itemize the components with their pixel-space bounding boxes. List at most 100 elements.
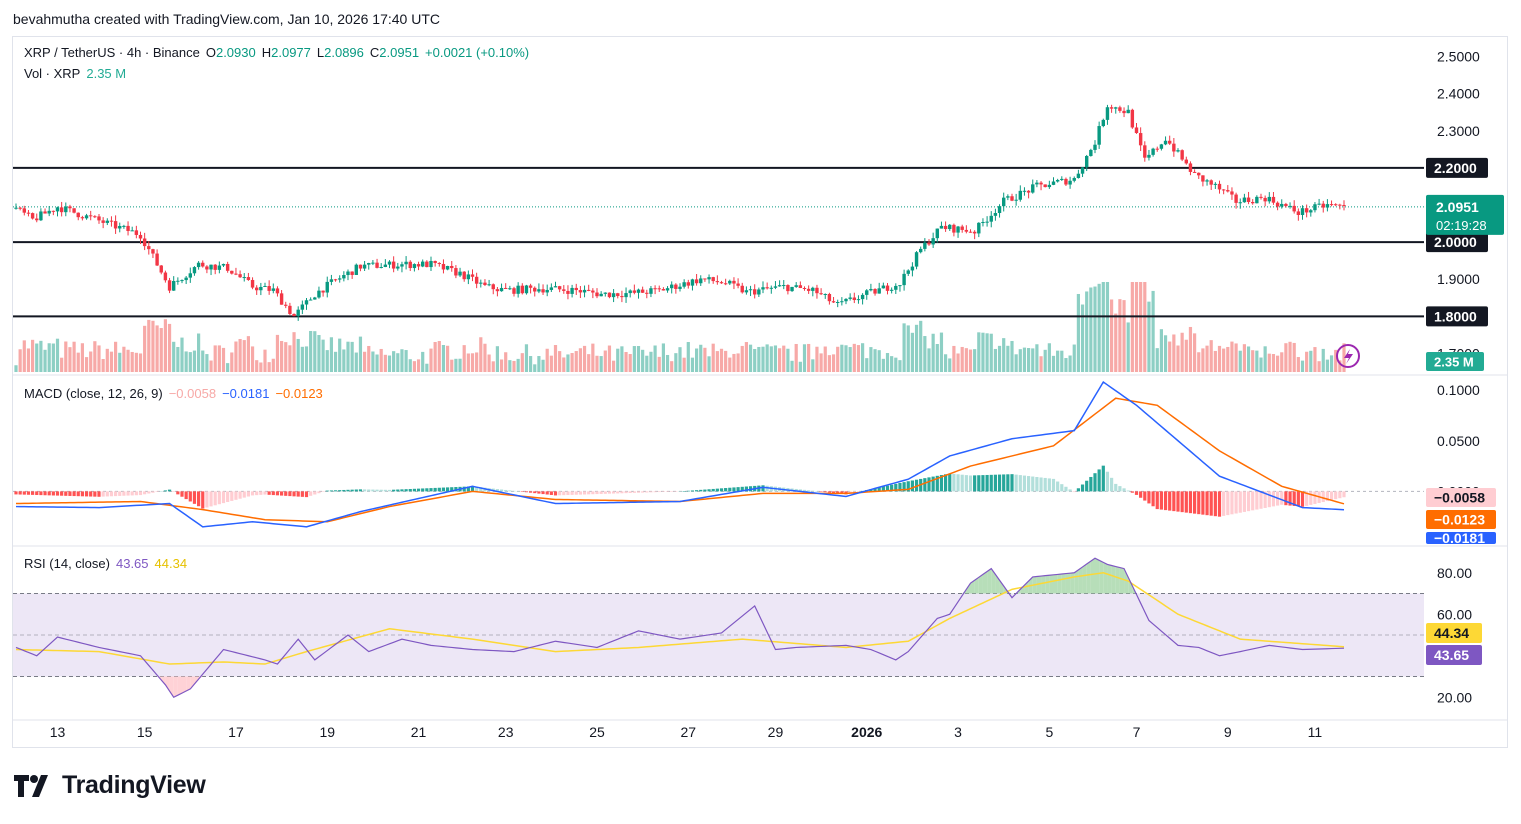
candle-body <box>1130 109 1135 128</box>
volume-bar <box>1234 343 1238 372</box>
macd-histogram-bar <box>1039 477 1043 492</box>
macd-histogram-bar <box>238 491 242 499</box>
candle-body <box>653 288 657 290</box>
macd-histogram-bar <box>736 487 740 492</box>
candle-body <box>1263 197 1267 202</box>
macd-histogram-bar <box>167 489 172 492</box>
tradingview-logo[interactable]: TradingView <box>14 771 206 800</box>
volume-bar <box>1238 350 1242 372</box>
macd-histogram-bar <box>72 491 76 497</box>
volume-bar <box>570 353 574 372</box>
macd-histogram-bar <box>877 487 881 492</box>
volume-bar <box>628 354 632 372</box>
volume-bar <box>375 354 379 372</box>
macd-histogram-bar <box>682 491 686 492</box>
volume-bar <box>537 356 541 372</box>
candle-body <box>479 282 483 284</box>
candle-body <box>72 208 76 213</box>
candle-body <box>840 301 844 303</box>
candle-body <box>898 285 902 287</box>
macd-histogram-bar <box>367 489 371 492</box>
candle-body <box>408 261 412 269</box>
macd-histogram-bar <box>184 491 188 500</box>
macd-histogram-bar <box>118 491 122 496</box>
rsi-overbought-fill <box>1045 575 1050 594</box>
candle-body <box>217 265 222 270</box>
volume-bar <box>483 343 487 372</box>
candle-body <box>1238 202 1242 204</box>
macd-histogram-bar <box>1051 478 1056 492</box>
macd-histogram-bar <box>628 491 632 493</box>
candle-body <box>831 301 836 303</box>
macd-histogram-bar <box>794 488 798 492</box>
volume-bar <box>271 358 275 372</box>
macd-histogram-bar <box>89 491 93 497</box>
candle-body <box>877 288 881 294</box>
candle-body <box>192 267 197 274</box>
macd-histogram-bar <box>1031 476 1035 492</box>
volume-bar <box>1251 350 1255 372</box>
candle-body <box>1159 144 1164 149</box>
macd-histogram-bar <box>956 474 960 492</box>
volume-bar <box>437 341 441 372</box>
candle-body <box>255 287 259 291</box>
macd-histogram-bar <box>1338 491 1342 499</box>
rsi-overbought-fill <box>1036 576 1042 594</box>
volume-bar <box>616 348 620 372</box>
candle-body <box>346 271 350 276</box>
volume-bar <box>263 349 267 372</box>
macd-histogram-bar <box>719 488 724 492</box>
volume-bar <box>910 332 914 372</box>
volume-bar <box>1018 349 1022 372</box>
volume-bar <box>1172 334 1176 372</box>
lightning-icon-glyph <box>1344 349 1353 364</box>
macd-histogram-bar <box>1072 491 1076 493</box>
macd-histogram-bar <box>93 491 97 497</box>
volume-badge-bg <box>1426 352 1484 371</box>
rsi-overbought-fill <box>1119 567 1125 594</box>
volume-bar <box>1139 282 1143 372</box>
candle-body <box>1022 190 1027 192</box>
candle-body <box>848 297 852 299</box>
rsi-label[interactable]: RSI (14, close) <box>24 556 110 571</box>
volume-bar <box>1209 340 1213 372</box>
volume-bar <box>1230 341 1234 372</box>
volume-bar <box>1060 350 1064 372</box>
macd-histogram-bar <box>1263 491 1267 508</box>
macd-label[interactable]: MACD (close, 12, 26, 9) <box>24 386 163 401</box>
candle-body <box>433 260 437 263</box>
candle-body <box>873 288 877 294</box>
volume-bar <box>105 348 109 372</box>
volume-bar <box>973 349 977 372</box>
candle-body <box>844 298 848 302</box>
volume-bar <box>657 356 661 372</box>
candle-body <box>487 284 491 286</box>
candle-body <box>1060 178 1064 181</box>
candle-body <box>744 290 749 293</box>
macd-histogram-bar <box>1226 491 1230 516</box>
volume-bar <box>1110 299 1114 372</box>
candle-body <box>794 285 798 287</box>
volume-bar <box>1213 350 1217 372</box>
candle-body <box>167 280 172 291</box>
macd-histogram-bar <box>147 491 151 494</box>
macd-histogram-bar <box>1114 483 1118 492</box>
volume-bar <box>790 360 794 372</box>
candle-body <box>1201 175 1205 182</box>
candle-body <box>284 304 288 306</box>
macd-histogram-bar <box>1271 491 1276 507</box>
macd-histogram-bar <box>475 486 479 492</box>
volume-label[interactable]: Vol · XRP <box>24 66 81 81</box>
countdown-badge: 02:19:28 <box>1436 218 1487 233</box>
volume-bar <box>1002 338 1006 372</box>
macd-histogram-bar <box>931 476 935 492</box>
volume-bar <box>914 324 919 372</box>
candle-body <box>856 299 861 301</box>
macd-histogram-bar <box>1176 491 1180 512</box>
symbol-pair[interactable]: XRP / TetherUS · 4h · Binance <box>24 45 200 60</box>
candle-body <box>1246 197 1251 202</box>
rsi-overbought-fill <box>1041 575 1046 594</box>
volume-bar <box>582 345 587 372</box>
candle-body <box>1168 140 1172 144</box>
